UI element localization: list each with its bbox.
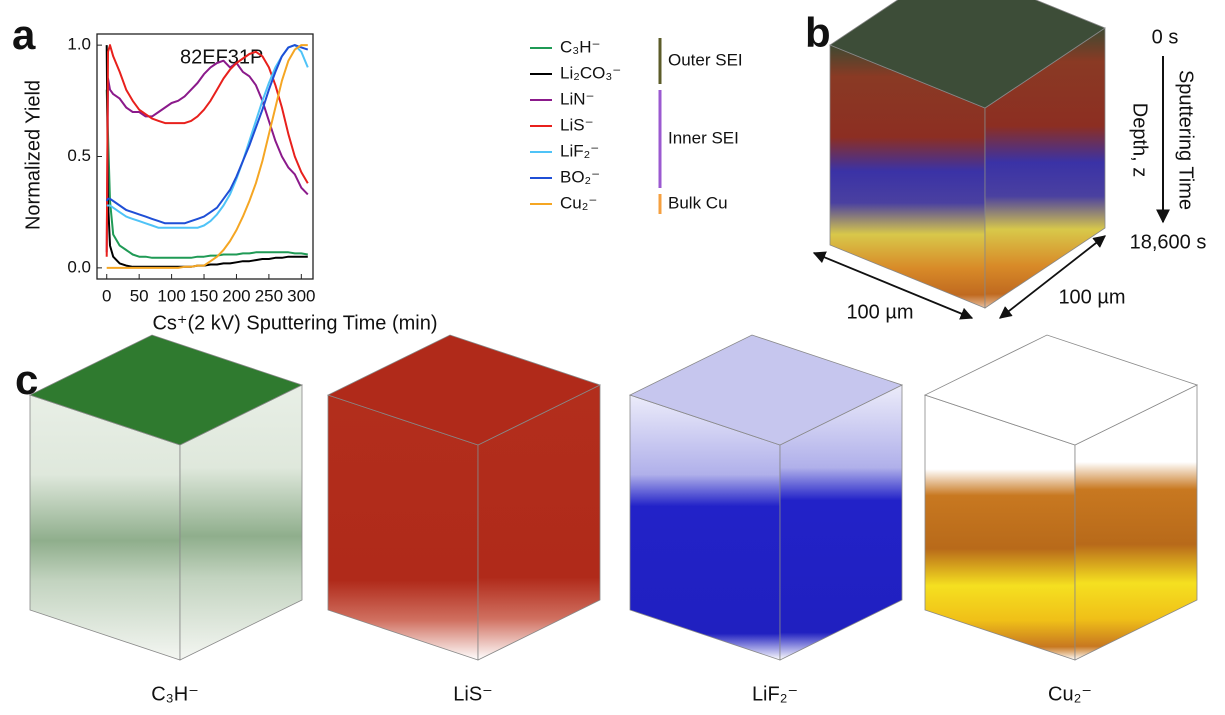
width-label: 100 µm bbox=[846, 301, 913, 323]
plot-frame bbox=[96, 33, 314, 280]
width-label: 100 µm bbox=[1058, 286, 1125, 308]
y-tick-label: 0.5 bbox=[67, 146, 91, 165]
y-tick-label: 1.0 bbox=[67, 35, 91, 54]
y-axis-label: Normalized Yield bbox=[22, 80, 44, 230]
series-line bbox=[105, 44, 309, 257]
series-line bbox=[105, 59, 309, 253]
legend-label: LiS⁻ bbox=[560, 115, 594, 134]
series-line bbox=[105, 44, 309, 225]
cube-renderings bbox=[28, 0, 1199, 661]
x-tick-label: 150 bbox=[190, 286, 218, 305]
legend-label: LiF₂⁻ bbox=[560, 141, 599, 160]
x-tick-label: 50 bbox=[130, 286, 149, 305]
legend-label: LiN⁻ bbox=[560, 89, 594, 108]
x-axis-label: Cs⁺(2 kV) Sputtering Time (min) bbox=[152, 312, 437, 334]
x-tick-label: 250 bbox=[255, 286, 283, 305]
panel-label: b bbox=[805, 9, 831, 56]
width-arrow bbox=[812, 251, 974, 320]
x-tick-label: 0 bbox=[102, 286, 111, 305]
series-line bbox=[106, 44, 308, 269]
legend-label: C₃H⁻ bbox=[560, 37, 600, 56]
cube-caption: LiS⁻ bbox=[453, 683, 492, 705]
legend-group-label: Inner SEI bbox=[668, 128, 739, 147]
depth-axis-label: Depth, z bbox=[1129, 103, 1151, 177]
x-tick-label: 100 bbox=[157, 286, 185, 305]
time-start: 0 s bbox=[1152, 26, 1179, 48]
panel-label: c bbox=[15, 356, 38, 403]
cube-top bbox=[829, 0, 1106, 109]
legend-label: Li₂CO₃⁻ bbox=[560, 63, 621, 82]
cube-caption: C₃H⁻ bbox=[151, 683, 199, 705]
cube-top bbox=[628, 334, 904, 446]
y-tick-label: 0.0 bbox=[67, 257, 91, 276]
panel-label: a bbox=[12, 11, 36, 58]
x-tick-label: 300 bbox=[287, 286, 315, 305]
legend-group-label: Bulk Cu bbox=[668, 193, 728, 212]
cube-top bbox=[923, 334, 1199, 446]
series-line bbox=[105, 45, 308, 268]
legend-label: BO₂⁻ bbox=[560, 167, 600, 186]
cube-top bbox=[28, 334, 304, 446]
cube-caption: LiF₂⁻ bbox=[752, 683, 798, 705]
width-arrow bbox=[999, 235, 1106, 319]
legend-group-label: Outer SEI bbox=[668, 50, 743, 69]
x-tick-label: 200 bbox=[222, 286, 250, 305]
cube-caption: Cu₂⁻ bbox=[1048, 683, 1092, 705]
chart-annotation: 82EF31P bbox=[180, 46, 263, 68]
cube-top bbox=[326, 334, 602, 446]
time-axis-label: Sputtering Time bbox=[1175, 70, 1197, 210]
series-line bbox=[106, 44, 309, 229]
legend-label: Cu₂⁻ bbox=[560, 193, 597, 212]
series-line bbox=[105, 89, 308, 259]
time-end: 18,600 s bbox=[1130, 231, 1207, 253]
line-chart: 82EF31P Normalized Yield Cs⁺(2 kV) Sputt… bbox=[22, 33, 743, 334]
